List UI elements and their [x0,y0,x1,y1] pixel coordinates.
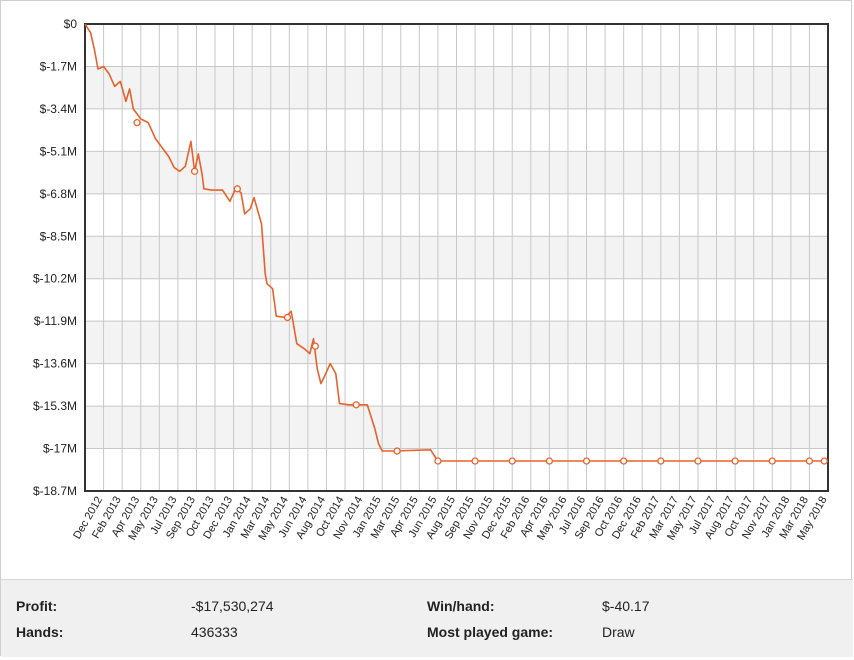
data-point-marker [311,342,319,350]
y-tick-label: $0 [64,17,78,31]
data-point-marker [657,457,665,465]
data-point-marker [820,457,828,465]
data-point-marker [805,457,814,465]
y-tick-label: $-13.6M [33,357,77,371]
data-point-marker [233,185,241,193]
data-point-marker [190,167,199,175]
data-point-marker [393,447,401,455]
plot-border [84,23,829,492]
data-point-marker [133,118,141,127]
data-point-marker [545,457,554,465]
data-point-marker [620,457,628,465]
win-per-hand-label: Win/hand: [427,598,495,614]
most-played-game-label: Most played game: [427,624,554,640]
data-point-marker [768,457,776,465]
y-tick-label: $-6.8M [40,187,77,201]
y-tick-label: $-11.9M [34,314,77,328]
y-tick-label: $-8.5M [40,229,77,243]
most-played-game-value: Draw [602,624,635,640]
data-point-marker [694,457,702,465]
y-tick-label: $-15.3M [33,399,77,413]
data-point-marker [731,457,739,465]
y-tick-label: $-1.7M [40,59,77,73]
win-per-hand-value: $-40.17 [602,598,650,614]
y-tick-label: $-5.1M [40,144,77,158]
profit-value: -$17,530,274 [191,598,274,614]
y-tick-label: $-17M [43,442,77,456]
data-point-marker [582,457,591,465]
y-tick-label: $-18.7M [33,484,77,498]
data-point-marker [434,457,442,465]
hands-label: Hands: [16,624,64,640]
hands-value: 436333 [191,624,238,640]
data-point-marker [471,457,479,465]
stats-panel: Profit: -$17,530,274 Win/hand: $-40.17 H… [1,579,853,657]
profit-label: Profit: [16,598,58,614]
data-point-marker [508,457,516,465]
profit-line-chart: $0 $-1.7M $-3.4M $-5.1M $-6.8M $-8.5M $-10.2M $… [33,17,830,542]
data-point-marker [352,401,360,409]
data-point-marker [283,313,292,322]
y-tick-label: $-3.4M [40,102,77,116]
y-tick-label: $-10.2M [33,272,77,286]
